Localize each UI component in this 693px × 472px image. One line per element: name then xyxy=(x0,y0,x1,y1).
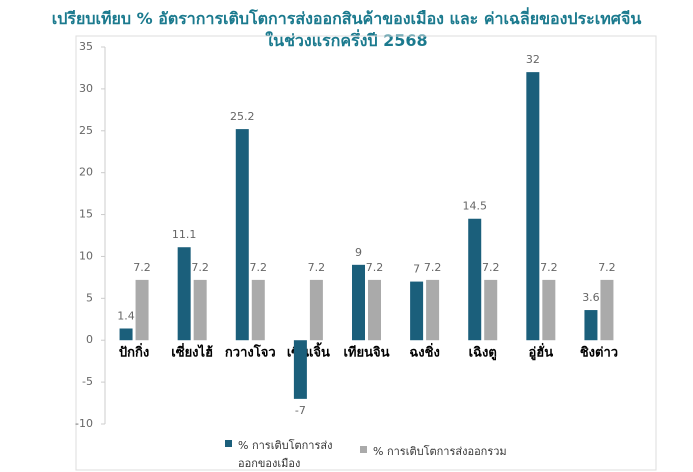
x-tick-label: เซี่ยงไฮ้ xyxy=(171,343,213,361)
bar xyxy=(177,247,191,341)
bar xyxy=(484,279,498,341)
value-label: 7.2 xyxy=(133,261,151,274)
x-tick-label: เซินเจิ้น xyxy=(287,342,330,361)
value-label: 7.2 xyxy=(424,261,442,274)
y-tick-label: 5 xyxy=(86,291,93,304)
bar xyxy=(352,264,365,341)
value-label: 32 xyxy=(526,53,540,66)
x-tick-label: ชิงต่าว xyxy=(580,346,618,361)
y-tick-label: 25 xyxy=(79,124,93,137)
value-label: 7.2 xyxy=(250,261,268,274)
x-tick-label: เฉิงตู xyxy=(469,346,497,361)
bar xyxy=(542,279,556,341)
bar xyxy=(410,281,424,341)
y-tick-label: 30 xyxy=(79,82,93,95)
legend-label: % การเติบโตการส่งออกรวม xyxy=(373,445,507,458)
y-tick-label: -5 xyxy=(82,375,93,388)
value-label: 7.2 xyxy=(366,261,384,274)
bar xyxy=(426,279,440,341)
value-label: 3.6 xyxy=(582,291,600,304)
legend-item: % การเติบโตการส่งออกรวม xyxy=(360,442,507,460)
value-label: 7.2 xyxy=(191,261,209,274)
x-tick-label: อู่ฮั่น xyxy=(529,343,554,361)
y-tick-label: -10 xyxy=(75,417,93,430)
bar xyxy=(251,279,265,341)
chart-frame xyxy=(75,35,657,471)
x-tick-label: ฉงชิ่ง xyxy=(409,343,439,361)
bar xyxy=(293,340,307,399)
x-tick-label: กวางโจว xyxy=(225,344,276,361)
bar xyxy=(368,279,381,341)
legend-swatch xyxy=(360,446,367,453)
legend-swatch xyxy=(225,440,232,447)
legend-label: % การเติบโตการส่งออกของเมือง xyxy=(238,439,333,470)
bar xyxy=(193,279,207,341)
y-tick-label: 0 xyxy=(86,333,93,346)
y-tick-label: 15 xyxy=(79,208,93,221)
bar xyxy=(119,328,133,341)
bar xyxy=(468,218,482,341)
x-tick-label: ปักกิ่ง xyxy=(119,343,149,361)
bar xyxy=(600,279,614,341)
value-label: 14.5 xyxy=(462,200,487,213)
value-label: -7 xyxy=(295,404,306,417)
value-label: 7.2 xyxy=(540,261,558,274)
bar xyxy=(135,279,149,341)
value-label: 11.1 xyxy=(172,228,197,241)
x-tick-label: เทียนจิน xyxy=(343,345,389,361)
y-tick-label: 35 xyxy=(79,40,93,53)
value-label: 7.2 xyxy=(308,261,326,274)
bar xyxy=(584,310,598,341)
value-label: 7 xyxy=(413,263,420,276)
y-tick-label: 20 xyxy=(79,166,93,179)
bar xyxy=(526,72,540,341)
value-label: 7.2 xyxy=(598,261,616,274)
value-label: 1.4 xyxy=(117,309,135,322)
value-label: 25.2 xyxy=(230,110,255,123)
legend-item: % การเติบโตการส่งออกของเมือง xyxy=(225,436,360,472)
bar xyxy=(235,129,249,341)
value-label: 9 xyxy=(355,246,362,259)
y-tick-label: 10 xyxy=(79,249,93,262)
title-line: เปรียบเทียบ % อัตราการเติบโตการส่งออกสิน… xyxy=(51,9,642,28)
value-label: 7.2 xyxy=(482,261,500,274)
bar xyxy=(309,279,323,341)
